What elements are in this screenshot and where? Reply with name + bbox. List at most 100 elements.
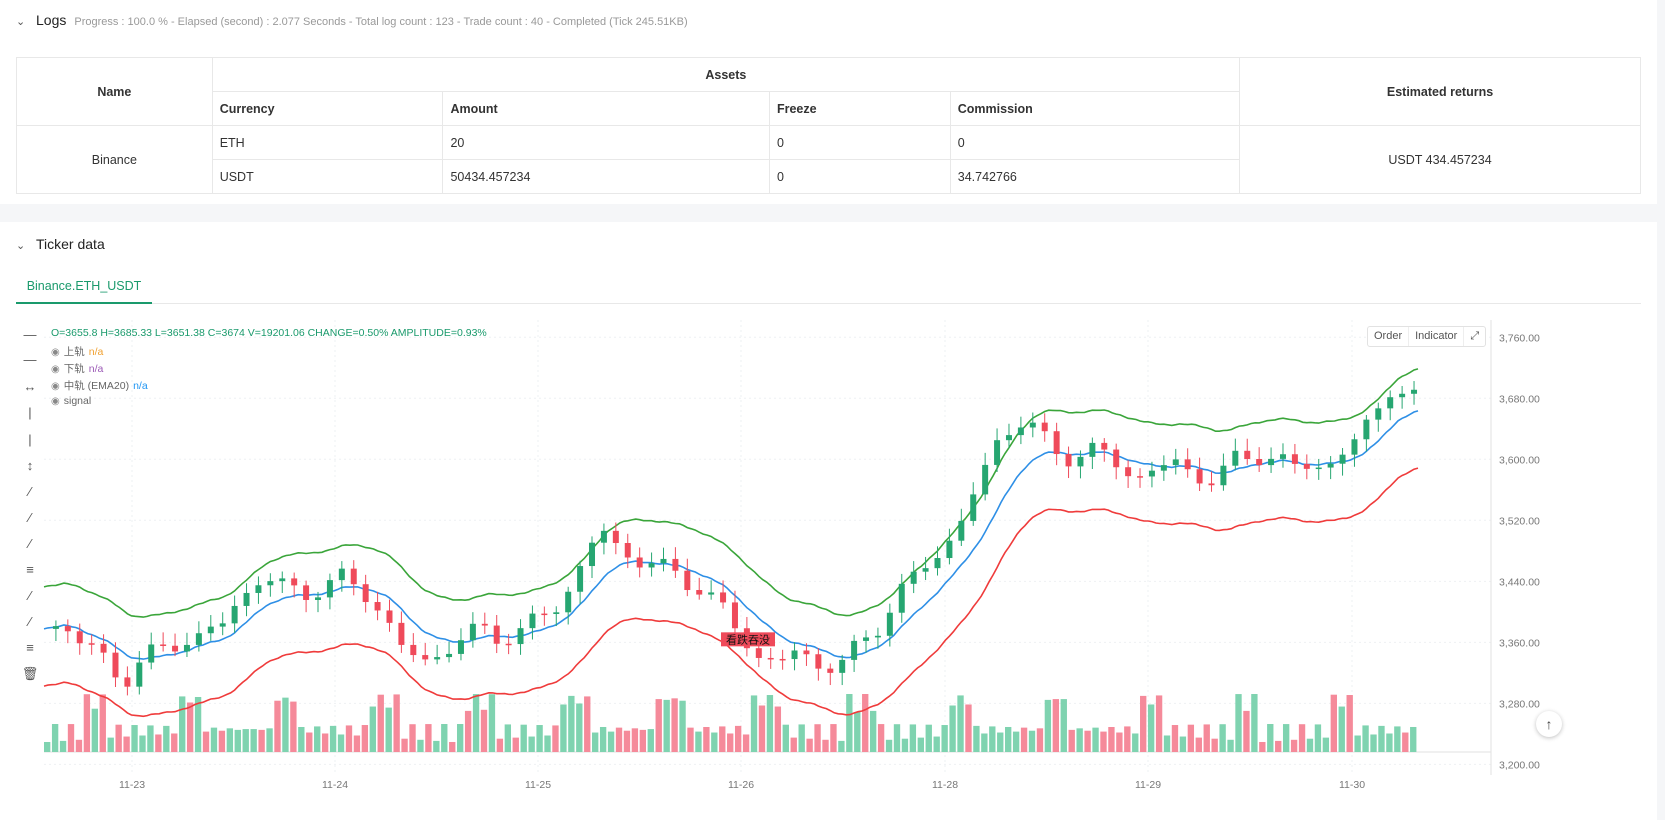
candle-body	[565, 591, 572, 613]
legend-signal[interactable]: ◉ signal	[51, 395, 91, 407]
candle-body	[1256, 459, 1263, 466]
volume-bar	[51, 724, 59, 752]
candle-body	[1303, 463, 1310, 469]
volume-bar	[869, 710, 877, 752]
candle-body	[469, 623, 476, 641]
candle-body	[303, 585, 310, 600]
volume-bar	[1346, 695, 1353, 752]
straight-line-tool-icon[interactable]: ∕	[28, 536, 32, 551]
volume-bar	[663, 699, 670, 752]
logs-header[interactable]: ⌄ Logs Progress : 100.0 % - Elapsed (sec…	[16, 12, 688, 28]
legend-upper-band[interactable]: ◉ 上轨 n/a	[51, 344, 103, 359]
fibonacci-lines-icon[interactable]: ≡	[26, 640, 34, 655]
eye-icon[interactable]: ◉	[51, 396, 60, 407]
legend-lower-band[interactable]: ◉ 下轨 n/a	[51, 361, 103, 376]
volume-bar	[1203, 724, 1210, 752]
candle-body	[338, 568, 345, 581]
candle-body	[827, 668, 834, 673]
candle-body	[76, 631, 83, 644]
candle-body	[279, 578, 286, 582]
volume-bar	[1124, 726, 1131, 752]
fib-tool-icon[interactable]: ∕	[28, 614, 32, 629]
volume-bar	[782, 724, 789, 752]
legend-value: n/a	[133, 380, 148, 392]
trash-icon[interactable]: 🗑	[21, 666, 39, 681]
chevron-down-icon[interactable]: ⌄	[16, 16, 26, 28]
volume-bar	[599, 726, 607, 752]
eye-icon[interactable]: ◉	[51, 364, 60, 375]
candlestick-chart[interactable]: 3,760.00 3,680.00 3,600.00 3,520.00 3,440.00…	[16, 320, 1641, 820]
volume-bar	[139, 735, 146, 752]
volume-bar	[592, 732, 599, 752]
volume-bar	[472, 694, 480, 752]
vertical-line-tool-icon[interactable]: |	[28, 405, 32, 420]
candle-body	[648, 563, 655, 568]
trend-line-tool-icon[interactable]: ∕	[28, 484, 32, 499]
volume-bar	[115, 724, 122, 752]
volume-bar	[1282, 724, 1290, 752]
volume-bar	[91, 708, 99, 752]
candle-body	[612, 530, 619, 544]
eye-icon[interactable]: ◉	[51, 347, 60, 358]
candle-body	[64, 626, 71, 632]
currency-header: Currency	[211, 91, 444, 126]
horizontal-line-tool-icon[interactable]: —	[23, 327, 37, 342]
volume-bar	[163, 725, 170, 752]
legend-middle-band[interactable]: ◉ 中轨 (EMA20) n/a	[51, 378, 148, 393]
volume-bar	[1100, 731, 1107, 752]
candle-body	[1244, 450, 1251, 460]
volume-bar	[274, 700, 281, 752]
volume-bar	[298, 726, 305, 752]
candle-body	[946, 540, 953, 559]
scroll-to-top-button[interactable]: ↑	[1536, 711, 1562, 737]
volume-bar	[266, 728, 273, 752]
volume-bar	[679, 700, 686, 752]
legend-label: 上轨	[63, 346, 85, 358]
vertical-ray-tool-icon[interactable]: |	[28, 432, 32, 447]
volume-bar	[568, 695, 575, 752]
volume-bar	[1402, 732, 1409, 752]
volume-bar	[131, 725, 138, 752]
volume-bar	[337, 734, 345, 752]
volume-bar	[1155, 695, 1163, 752]
candle-body	[958, 520, 965, 541]
parallel-channel-tool-icon[interactable]: ∕	[28, 588, 32, 603]
candle-body	[148, 644, 155, 663]
volume-bar	[314, 726, 321, 752]
assets-table: Name Assets Estimated returns Currency A…	[16, 57, 1641, 194]
volume-bar	[766, 695, 774, 752]
tab-eth-usdt[interactable]: Binance.ETH_USDT	[16, 269, 152, 304]
indicator-button[interactable]: Indicator	[1409, 327, 1465, 346]
volume-bar	[933, 736, 940, 752]
candle-body	[934, 558, 941, 569]
volume-bar	[1362, 725, 1369, 752]
horizontal-ray-tool-icon[interactable]: —	[23, 352, 37, 367]
candle-body	[1017, 427, 1024, 436]
chart-canvas[interactable]: 3,760.00 3,680.00 3,600.00 3,520.00 3,440.00…	[16, 320, 1641, 820]
legend-label: 中轨 (EMA20)	[63, 380, 130, 392]
amount-cell: 20	[442, 125, 770, 160]
volume-bar	[1298, 724, 1306, 752]
ray-line-tool-icon[interactable]: ∕	[28, 510, 32, 525]
ticker-header[interactable]: ⌄ Ticker data	[16, 236, 105, 252]
price-line-tool-icon[interactable]: ≡	[26, 562, 34, 577]
vertical-segment-tool-icon[interactable]: ↕	[26, 458, 34, 473]
volume-bar	[512, 737, 519, 752]
y-tick-label: 3,600.00	[1499, 454, 1540, 466]
volume-bar	[147, 725, 154, 752]
volume-bar	[1275, 740, 1282, 752]
horizontal-segment-tool-icon[interactable]: ↔	[23, 379, 37, 394]
eye-icon[interactable]: ◉	[51, 381, 60, 392]
candle-body	[1089, 442, 1096, 457]
candle-body	[577, 566, 584, 592]
candle-body	[255, 585, 262, 593]
candle-body	[970, 494, 977, 521]
volume-bar	[1020, 727, 1028, 752]
volume-bar	[1036, 728, 1044, 752]
volume-bar	[44, 742, 51, 752]
ohlc-readout: O=3655.8 H=3685.33 L=3651.38 C=3674 V=19…	[51, 327, 487, 339]
order-button[interactable]: Order	[1368, 327, 1410, 346]
chevron-down-icon[interactable]: ⌄	[16, 240, 26, 252]
fullscreen-icon[interactable]: ⤢	[1470, 330, 1480, 342]
candle-body	[1137, 476, 1144, 478]
